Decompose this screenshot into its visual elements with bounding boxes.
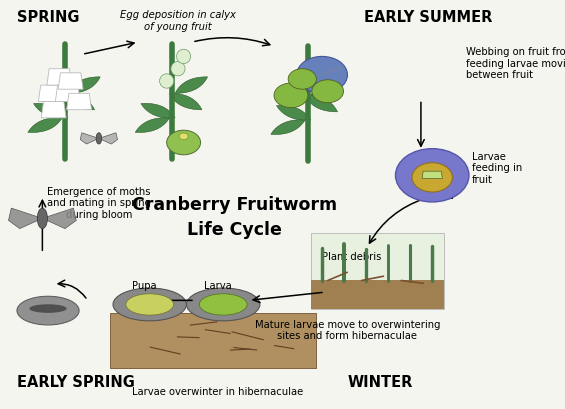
Text: FALL: FALL <box>415 186 454 201</box>
Polygon shape <box>62 94 94 110</box>
Ellipse shape <box>17 297 79 325</box>
Circle shape <box>412 163 453 193</box>
Polygon shape <box>311 80 343 96</box>
Polygon shape <box>42 209 76 229</box>
Circle shape <box>167 131 201 155</box>
Polygon shape <box>99 133 118 145</box>
Text: Pupa: Pupa <box>132 280 157 290</box>
Ellipse shape <box>37 209 47 229</box>
Polygon shape <box>305 96 337 112</box>
Text: Larvae
feeding in
fruit: Larvae feeding in fruit <box>472 151 522 184</box>
Text: Egg deposition in calyx
of young fruit: Egg deposition in calyx of young fruit <box>120 10 236 32</box>
Text: Larva: Larva <box>203 280 232 290</box>
Circle shape <box>274 84 308 108</box>
Polygon shape <box>67 94 92 110</box>
Polygon shape <box>80 133 99 145</box>
Polygon shape <box>271 121 305 135</box>
Text: Webbing on fruit from
feeding larvae moving
between fruit: Webbing on fruit from feeding larvae mov… <box>466 47 565 80</box>
FancyBboxPatch shape <box>311 233 444 309</box>
Polygon shape <box>28 119 62 133</box>
Polygon shape <box>55 86 80 102</box>
Polygon shape <box>141 104 175 119</box>
Ellipse shape <box>126 294 173 315</box>
Polygon shape <box>58 74 83 90</box>
Polygon shape <box>33 104 68 119</box>
Circle shape <box>297 57 347 94</box>
Ellipse shape <box>199 294 247 315</box>
Text: Mature larvae move to overwintering
sites and form hibernaculae: Mature larvae move to overwintering site… <box>255 319 440 341</box>
Polygon shape <box>41 102 66 119</box>
Ellipse shape <box>29 304 67 313</box>
Text: WINTER: WINTER <box>347 374 413 389</box>
Polygon shape <box>170 94 202 110</box>
FancyBboxPatch shape <box>311 280 444 309</box>
Ellipse shape <box>186 288 260 321</box>
Circle shape <box>288 70 316 90</box>
Circle shape <box>179 134 188 140</box>
Circle shape <box>312 81 344 103</box>
Ellipse shape <box>171 62 185 77</box>
Text: Larvae overwinter in hibernaculae: Larvae overwinter in hibernaculae <box>132 387 303 396</box>
Text: Cranberry Fruitworm
Life Cycle: Cranberry Fruitworm Life Cycle <box>132 196 337 238</box>
Ellipse shape <box>96 133 102 145</box>
Polygon shape <box>135 119 170 133</box>
Polygon shape <box>276 106 311 121</box>
Text: SPRING: SPRING <box>17 10 80 25</box>
Circle shape <box>396 149 469 202</box>
Text: Plant debris: Plant debris <box>322 252 381 261</box>
Ellipse shape <box>113 288 186 321</box>
Ellipse shape <box>159 74 173 89</box>
Polygon shape <box>8 209 42 229</box>
Polygon shape <box>68 78 100 94</box>
Polygon shape <box>38 86 63 102</box>
Polygon shape <box>422 172 442 179</box>
Text: EARLY SUMMER: EARLY SUMMER <box>364 10 493 25</box>
FancyBboxPatch shape <box>110 313 316 368</box>
Polygon shape <box>175 78 207 94</box>
Text: EARLY SPRING: EARLY SPRING <box>17 374 135 389</box>
Text: Emergence of moths
and mating in spring
during bloom: Emergence of moths and mating in spring … <box>47 186 151 219</box>
Polygon shape <box>47 70 72 86</box>
Ellipse shape <box>176 50 191 64</box>
